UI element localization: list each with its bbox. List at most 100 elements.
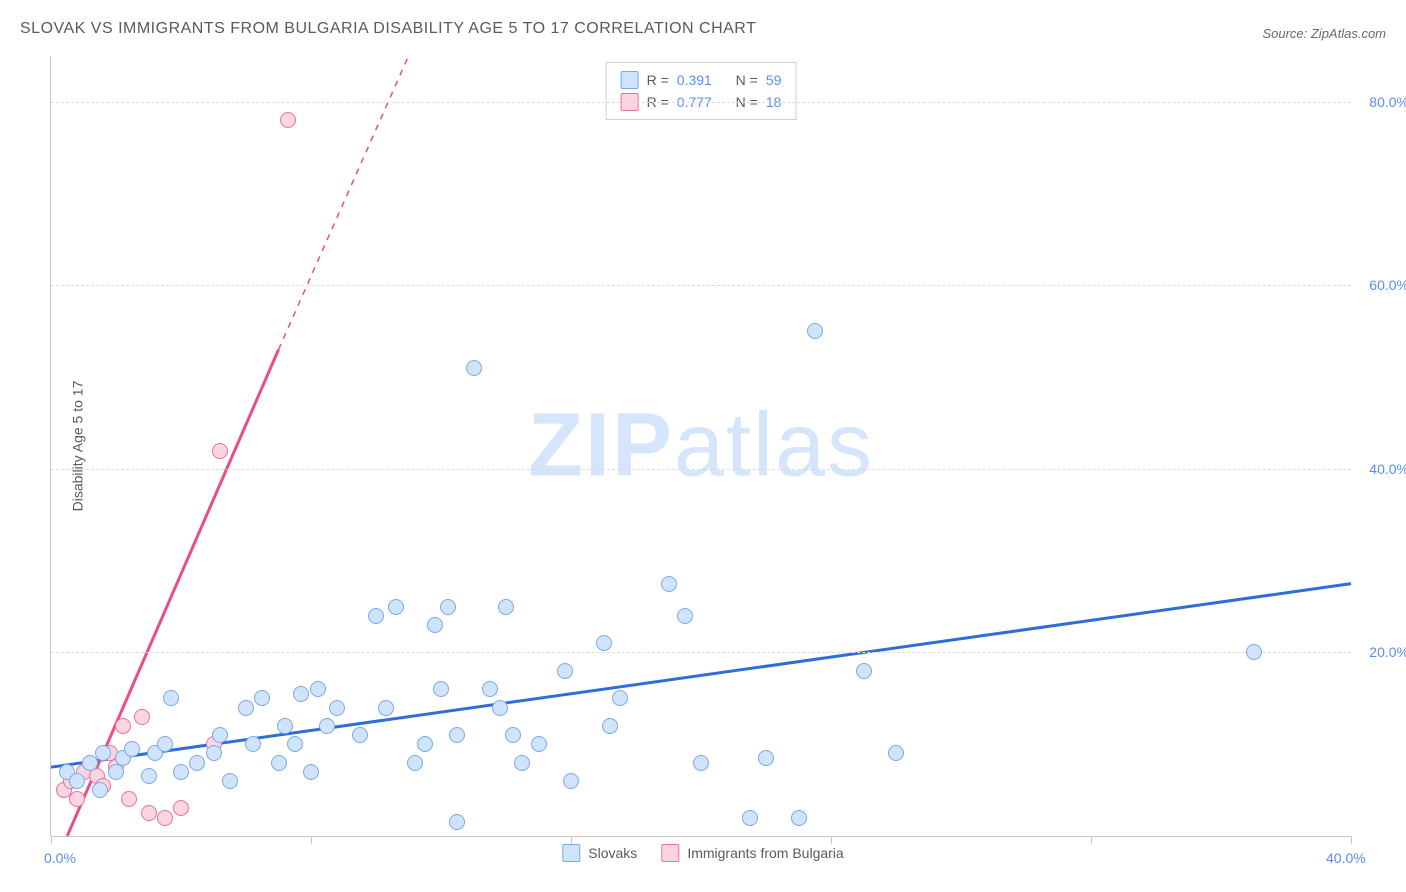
data-point-slovaks bbox=[758, 750, 774, 766]
legend-n-label: N = bbox=[736, 69, 758, 91]
data-point-slovaks bbox=[531, 736, 547, 752]
x-tick bbox=[1351, 836, 1352, 844]
data-point-bulgaria bbox=[157, 810, 173, 826]
data-point-slovaks bbox=[492, 700, 508, 716]
data-point-slovaks bbox=[303, 764, 319, 780]
data-point-slovaks bbox=[141, 768, 157, 784]
data-point-slovaks bbox=[449, 814, 465, 830]
data-point-slovaks bbox=[271, 755, 287, 771]
data-point-bulgaria bbox=[280, 112, 296, 128]
data-point-bulgaria bbox=[173, 800, 189, 816]
legend-r-label: R = bbox=[647, 69, 669, 91]
legend-label: Slovaks bbox=[588, 845, 637, 861]
data-point-slovaks bbox=[173, 764, 189, 780]
trend-line-ext-bulgaria bbox=[279, 56, 409, 350]
source-label: Source: ZipAtlas.com bbox=[1262, 26, 1386, 41]
data-point-slovaks bbox=[505, 727, 521, 743]
data-point-slovaks bbox=[856, 663, 872, 679]
data-point-slovaks bbox=[433, 681, 449, 697]
x-tick bbox=[571, 836, 572, 844]
data-point-slovaks bbox=[807, 323, 823, 339]
data-point-slovaks bbox=[498, 599, 514, 615]
data-point-slovaks bbox=[368, 608, 384, 624]
legend-swatch bbox=[661, 844, 679, 862]
data-point-slovaks bbox=[563, 773, 579, 789]
data-point-slovaks bbox=[310, 681, 326, 697]
data-point-slovaks bbox=[245, 736, 261, 752]
x-tick-label: 0.0% bbox=[44, 850, 76, 866]
plot-area: ZIPatlas R = 0.391 N = 59 R = 0.777 N = … bbox=[50, 56, 1351, 837]
data-point-slovaks bbox=[596, 635, 612, 651]
legend-bottom-item: Slovaks bbox=[562, 844, 637, 862]
data-point-bulgaria bbox=[141, 805, 157, 821]
data-point-slovaks bbox=[254, 690, 270, 706]
gridline bbox=[51, 285, 1351, 286]
data-point-slovaks bbox=[407, 755, 423, 771]
data-point-bulgaria bbox=[115, 718, 131, 734]
legend-label: Immigrants from Bulgaria bbox=[687, 845, 843, 861]
data-point-slovaks bbox=[514, 755, 530, 771]
gridline bbox=[51, 102, 1351, 103]
y-tick-label: 80.0% bbox=[1359, 94, 1406, 110]
data-point-bulgaria bbox=[69, 791, 85, 807]
legend-bottom: Slovaks Immigrants from Bulgaria bbox=[562, 844, 843, 862]
legend-r-value: 0.391 bbox=[677, 69, 712, 91]
data-point-slovaks bbox=[92, 782, 108, 798]
data-point-slovaks bbox=[319, 718, 335, 734]
y-tick-label: 60.0% bbox=[1359, 277, 1406, 293]
chart-title: SLOVAK VS IMMIGRANTS FROM BULGARIA DISAB… bbox=[20, 20, 756, 38]
data-point-slovaks bbox=[693, 755, 709, 771]
data-point-slovaks bbox=[238, 700, 254, 716]
legend-n-value: 59 bbox=[766, 69, 782, 91]
data-point-slovaks bbox=[388, 599, 404, 615]
x-tick bbox=[311, 836, 312, 844]
data-point-slovaks bbox=[417, 736, 433, 752]
data-point-slovaks bbox=[108, 764, 124, 780]
data-point-slovaks bbox=[222, 773, 238, 789]
data-point-slovaks bbox=[378, 700, 394, 716]
data-point-slovaks bbox=[427, 617, 443, 633]
x-tick bbox=[1091, 836, 1092, 844]
data-point-slovaks bbox=[329, 700, 345, 716]
legend-bottom-item: Immigrants from Bulgaria bbox=[661, 844, 843, 862]
data-point-bulgaria bbox=[134, 709, 150, 725]
data-point-slovaks bbox=[95, 745, 111, 761]
trend-line-bulgaria bbox=[67, 350, 278, 836]
gridline bbox=[51, 652, 1351, 653]
y-tick-label: 40.0% bbox=[1359, 461, 1406, 477]
data-point-slovaks bbox=[557, 663, 573, 679]
legend-swatch bbox=[562, 844, 580, 862]
data-point-slovaks bbox=[677, 608, 693, 624]
x-tick bbox=[51, 836, 52, 844]
data-point-slovaks bbox=[189, 755, 205, 771]
data-point-slovaks bbox=[888, 745, 904, 761]
data-point-slovaks bbox=[602, 718, 618, 734]
x-tick bbox=[831, 836, 832, 844]
data-point-slovaks bbox=[612, 690, 628, 706]
data-point-slovaks bbox=[466, 360, 482, 376]
data-point-slovaks bbox=[287, 736, 303, 752]
data-point-slovaks bbox=[791, 810, 807, 826]
trend-lines-layer bbox=[51, 56, 1351, 836]
data-point-slovaks bbox=[212, 727, 228, 743]
data-point-slovaks bbox=[277, 718, 293, 734]
data-point-slovaks bbox=[157, 736, 173, 752]
legend-top: R = 0.391 N = 59 R = 0.777 N = 18 bbox=[606, 62, 797, 120]
data-point-slovaks bbox=[293, 686, 309, 702]
data-point-bulgaria bbox=[212, 443, 228, 459]
data-point-slovaks bbox=[440, 599, 456, 615]
data-point-slovaks bbox=[742, 810, 758, 826]
data-point-slovaks bbox=[1246, 644, 1262, 660]
y-tick-label: 20.0% bbox=[1359, 644, 1406, 660]
data-point-slovaks bbox=[206, 745, 222, 761]
data-point-slovaks bbox=[352, 727, 368, 743]
x-tick-label: 40.0% bbox=[1326, 850, 1366, 866]
data-point-slovaks bbox=[163, 690, 179, 706]
data-point-slovaks bbox=[449, 727, 465, 743]
gridline bbox=[51, 469, 1351, 470]
legend-swatch bbox=[621, 71, 639, 89]
data-point-slovaks bbox=[69, 773, 85, 789]
data-point-slovaks bbox=[124, 741, 140, 757]
data-point-slovaks bbox=[661, 576, 677, 592]
data-point-bulgaria bbox=[121, 791, 137, 807]
